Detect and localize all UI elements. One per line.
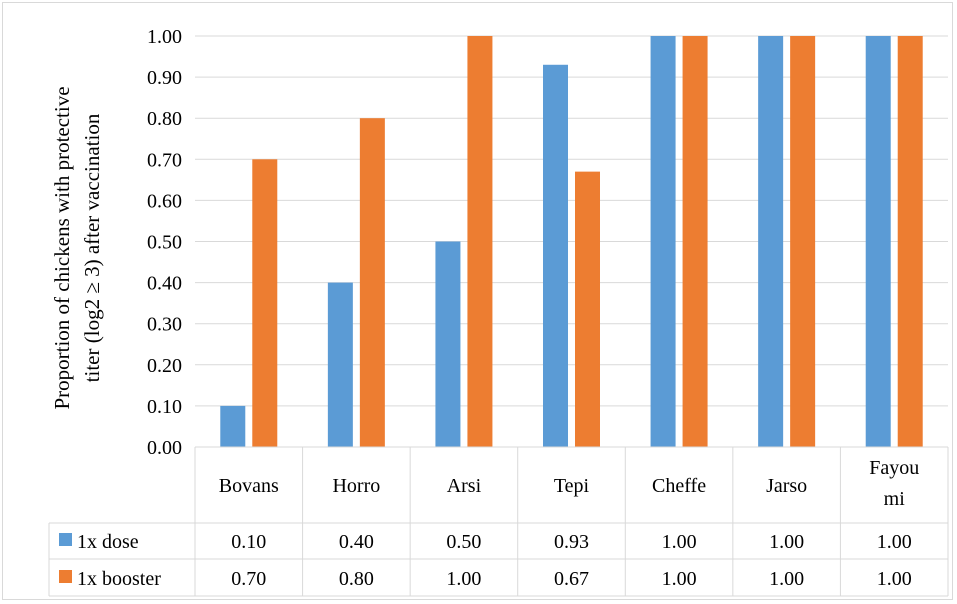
legend-key-dose <box>59 533 72 546</box>
y-tick-label: 0.60 <box>147 190 182 212</box>
y-tick-label: 0.90 <box>147 67 182 89</box>
table-cell-value: 1.00 <box>769 568 804 590</box>
table-cell-value: 0.80 <box>339 568 374 590</box>
category-label: Jarso <box>766 475 807 497</box>
table-cell-value: 1.00 <box>662 568 697 590</box>
bar-dose-cheffe <box>650 36 676 447</box>
legend-key-booster <box>59 570 72 583</box>
table-cell-value: 1.00 <box>769 531 804 553</box>
y-axis-title: Proportion of chickens with protective ti… <box>50 86 104 409</box>
bar-dose-horro <box>327 282 353 447</box>
y-tick-label: 0.10 <box>147 396 182 418</box>
bar-booster-horro <box>359 118 385 447</box>
y-tick-label: 1.00 <box>147 26 182 48</box>
bar-booster-fayoumi <box>897 36 923 447</box>
y-axis-title-line: Proportion of chickens with protective <box>50 86 74 409</box>
table-cell-value: 0.93 <box>554 531 589 553</box>
y-axis-ticks: 0.00 0.10 0.20 0.30 0.40 0.50 0.60 0.70 0.80 0.90… <box>147 26 182 459</box>
bar-booster-bovans <box>252 159 278 448</box>
category-label: Cheffe <box>652 475 706 497</box>
table-cell-value: 1.00 <box>877 568 912 590</box>
category-label-text: Jarso <box>766 475 807 497</box>
legend-label: 1x dose <box>77 531 139 553</box>
bar-dose-fayoumi <box>865 36 891 447</box>
table-cell-value: 0.70 <box>231 568 266 590</box>
category-label-text: mi <box>884 488 906 510</box>
category-label-text: Bovans <box>219 475 279 497</box>
y-tick-label: 0.20 <box>147 355 182 377</box>
table-cell-value: 0.40 <box>339 531 374 553</box>
bar-dose-bovans <box>220 405 246 447</box>
bar-chart: Proportion of chickens with protective ti… <box>48 26 949 597</box>
bar-booster-cheffe <box>682 36 708 447</box>
legend-label: 1x booster <box>77 568 161 590</box>
table-cell-value: 0.10 <box>231 531 266 553</box>
category-label: Horro <box>332 475 380 497</box>
category-label-text: Arsi <box>447 475 482 497</box>
y-tick-label: 0.30 <box>147 314 182 336</box>
y-tick-label: 0.70 <box>147 149 182 171</box>
y-tick-label: 0.80 <box>147 108 182 130</box>
y-axis-title-line: titer (log2 ≥ 3) after vaccination <box>80 113 104 382</box>
bar-dose-arsi <box>435 241 461 447</box>
table-cell-value: 1.00 <box>446 568 481 590</box>
table-cell-value: 0.50 <box>446 531 481 553</box>
bar-booster-tepi <box>575 171 600 447</box>
category-label: Tepi <box>554 475 590 497</box>
bar-dose-tepi <box>543 64 568 447</box>
table-cell-value: 1.00 <box>662 531 697 553</box>
bar-dose-jarso <box>758 36 784 447</box>
category-label: Fayou mi <box>869 457 919 510</box>
bars <box>220 36 923 448</box>
bar-booster-jarso <box>790 36 816 447</box>
gridlines <box>195 35 948 448</box>
category-label-text: Cheffe <box>652 475 706 497</box>
bar-booster-arsi <box>467 36 493 447</box>
y-tick-label: 0.40 <box>147 273 182 295</box>
category-label-text: Tepi <box>554 475 590 497</box>
category-label-text: Fayou <box>869 457 919 479</box>
category-label: Arsi <box>447 475 482 497</box>
y-tick-label: 0.50 <box>147 232 182 254</box>
table-cell-value: 1.00 <box>877 531 912 553</box>
y-tick-label: 0.00 <box>147 437 182 459</box>
table-cell-value: 0.67 <box>554 568 589 590</box>
category-label: Bovans <box>219 475 279 497</box>
category-label-text: Horro <box>332 475 380 497</box>
data-table: Bovans Horro Arsi Tepi Cheffe Jarso Fayou mi 1x … <box>48 446 949 597</box>
